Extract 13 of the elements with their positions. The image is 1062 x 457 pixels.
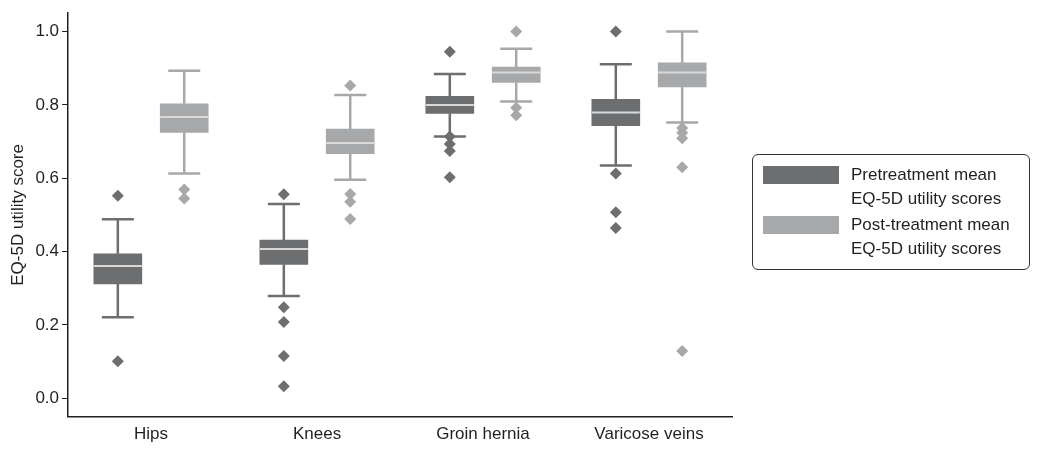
y-tick-label: 1.0 — [35, 21, 60, 41]
legend-label: Post-treatment mean EQ-5D utility scores — [851, 214, 1011, 260]
x-tick-label: Hips — [134, 424, 169, 444]
y-tick-label: 0.0 — [35, 387, 60, 407]
y-tick-label: 0.6 — [35, 167, 60, 187]
x-tick-label: Groin hernia — [436, 424, 531, 444]
x-tick-label: Varicose veins — [594, 424, 704, 444]
y-tick-label: 0.8 — [35, 94, 60, 114]
legend-label: Pretreatment mean EQ-5D utility scores — [851, 164, 1003, 210]
y-tick-label: 0.4 — [35, 241, 60, 261]
y-tick-label: 0.2 — [35, 314, 60, 334]
y-axis-title: EQ-5D utility score — [7, 144, 27, 286]
x-tick-label: Knees — [292, 424, 342, 444]
